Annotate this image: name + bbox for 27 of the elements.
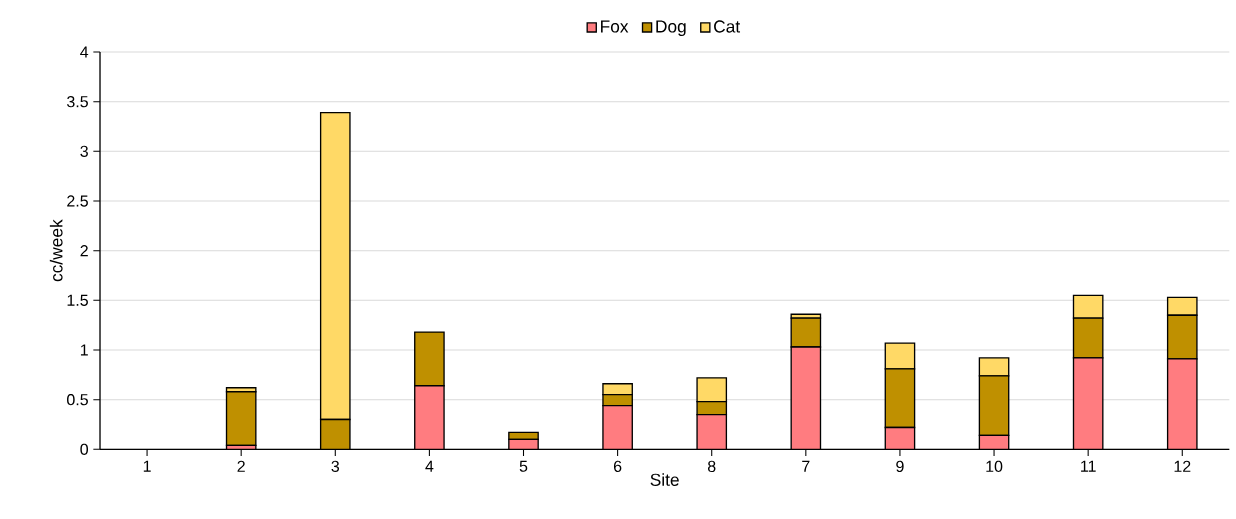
y-tick-label: 1 (80, 344, 88, 356)
x-tick-label: 6 (613, 460, 622, 473)
y-tick-label: 4 (80, 46, 89, 58)
x-tick-label: 2 (237, 460, 245, 473)
x-tick-label: 7 (802, 460, 810, 472)
x-tick-label: 9 (896, 460, 904, 473)
y-tick-label: 3.5 (67, 96, 88, 108)
y-tick-label: 2 (80, 245, 88, 257)
x-tick-label: 4 (425, 460, 434, 472)
x-tick-label: 3 (331, 460, 340, 473)
y-tick-label: 1.5 (67, 294, 88, 307)
y-tick-label: 3 (80, 145, 88, 158)
legend-label: Fox (601, 20, 629, 33)
y-axis-title: cc/week (49, 219, 63, 282)
x-tick-label: 10 (986, 460, 1003, 473)
bar (225, 391, 257, 447)
x-axis-title: Site (650, 473, 679, 487)
x-tick-label: 5 (519, 460, 528, 473)
y-tick-label: 0 (80, 443, 89, 456)
x-tick-label: 12 (1174, 460, 1191, 473)
x-tick-label: 1 (143, 460, 151, 472)
legend-label: Dog (656, 20, 686, 37)
x-tick-label: 11 (1081, 460, 1096, 472)
y-tick-label: 0.5 (67, 394, 88, 406)
y-tick-label: 2.5 (67, 195, 88, 207)
legend-label: Cat (714, 20, 741, 33)
x-tick-label: 8 (707, 460, 716, 473)
